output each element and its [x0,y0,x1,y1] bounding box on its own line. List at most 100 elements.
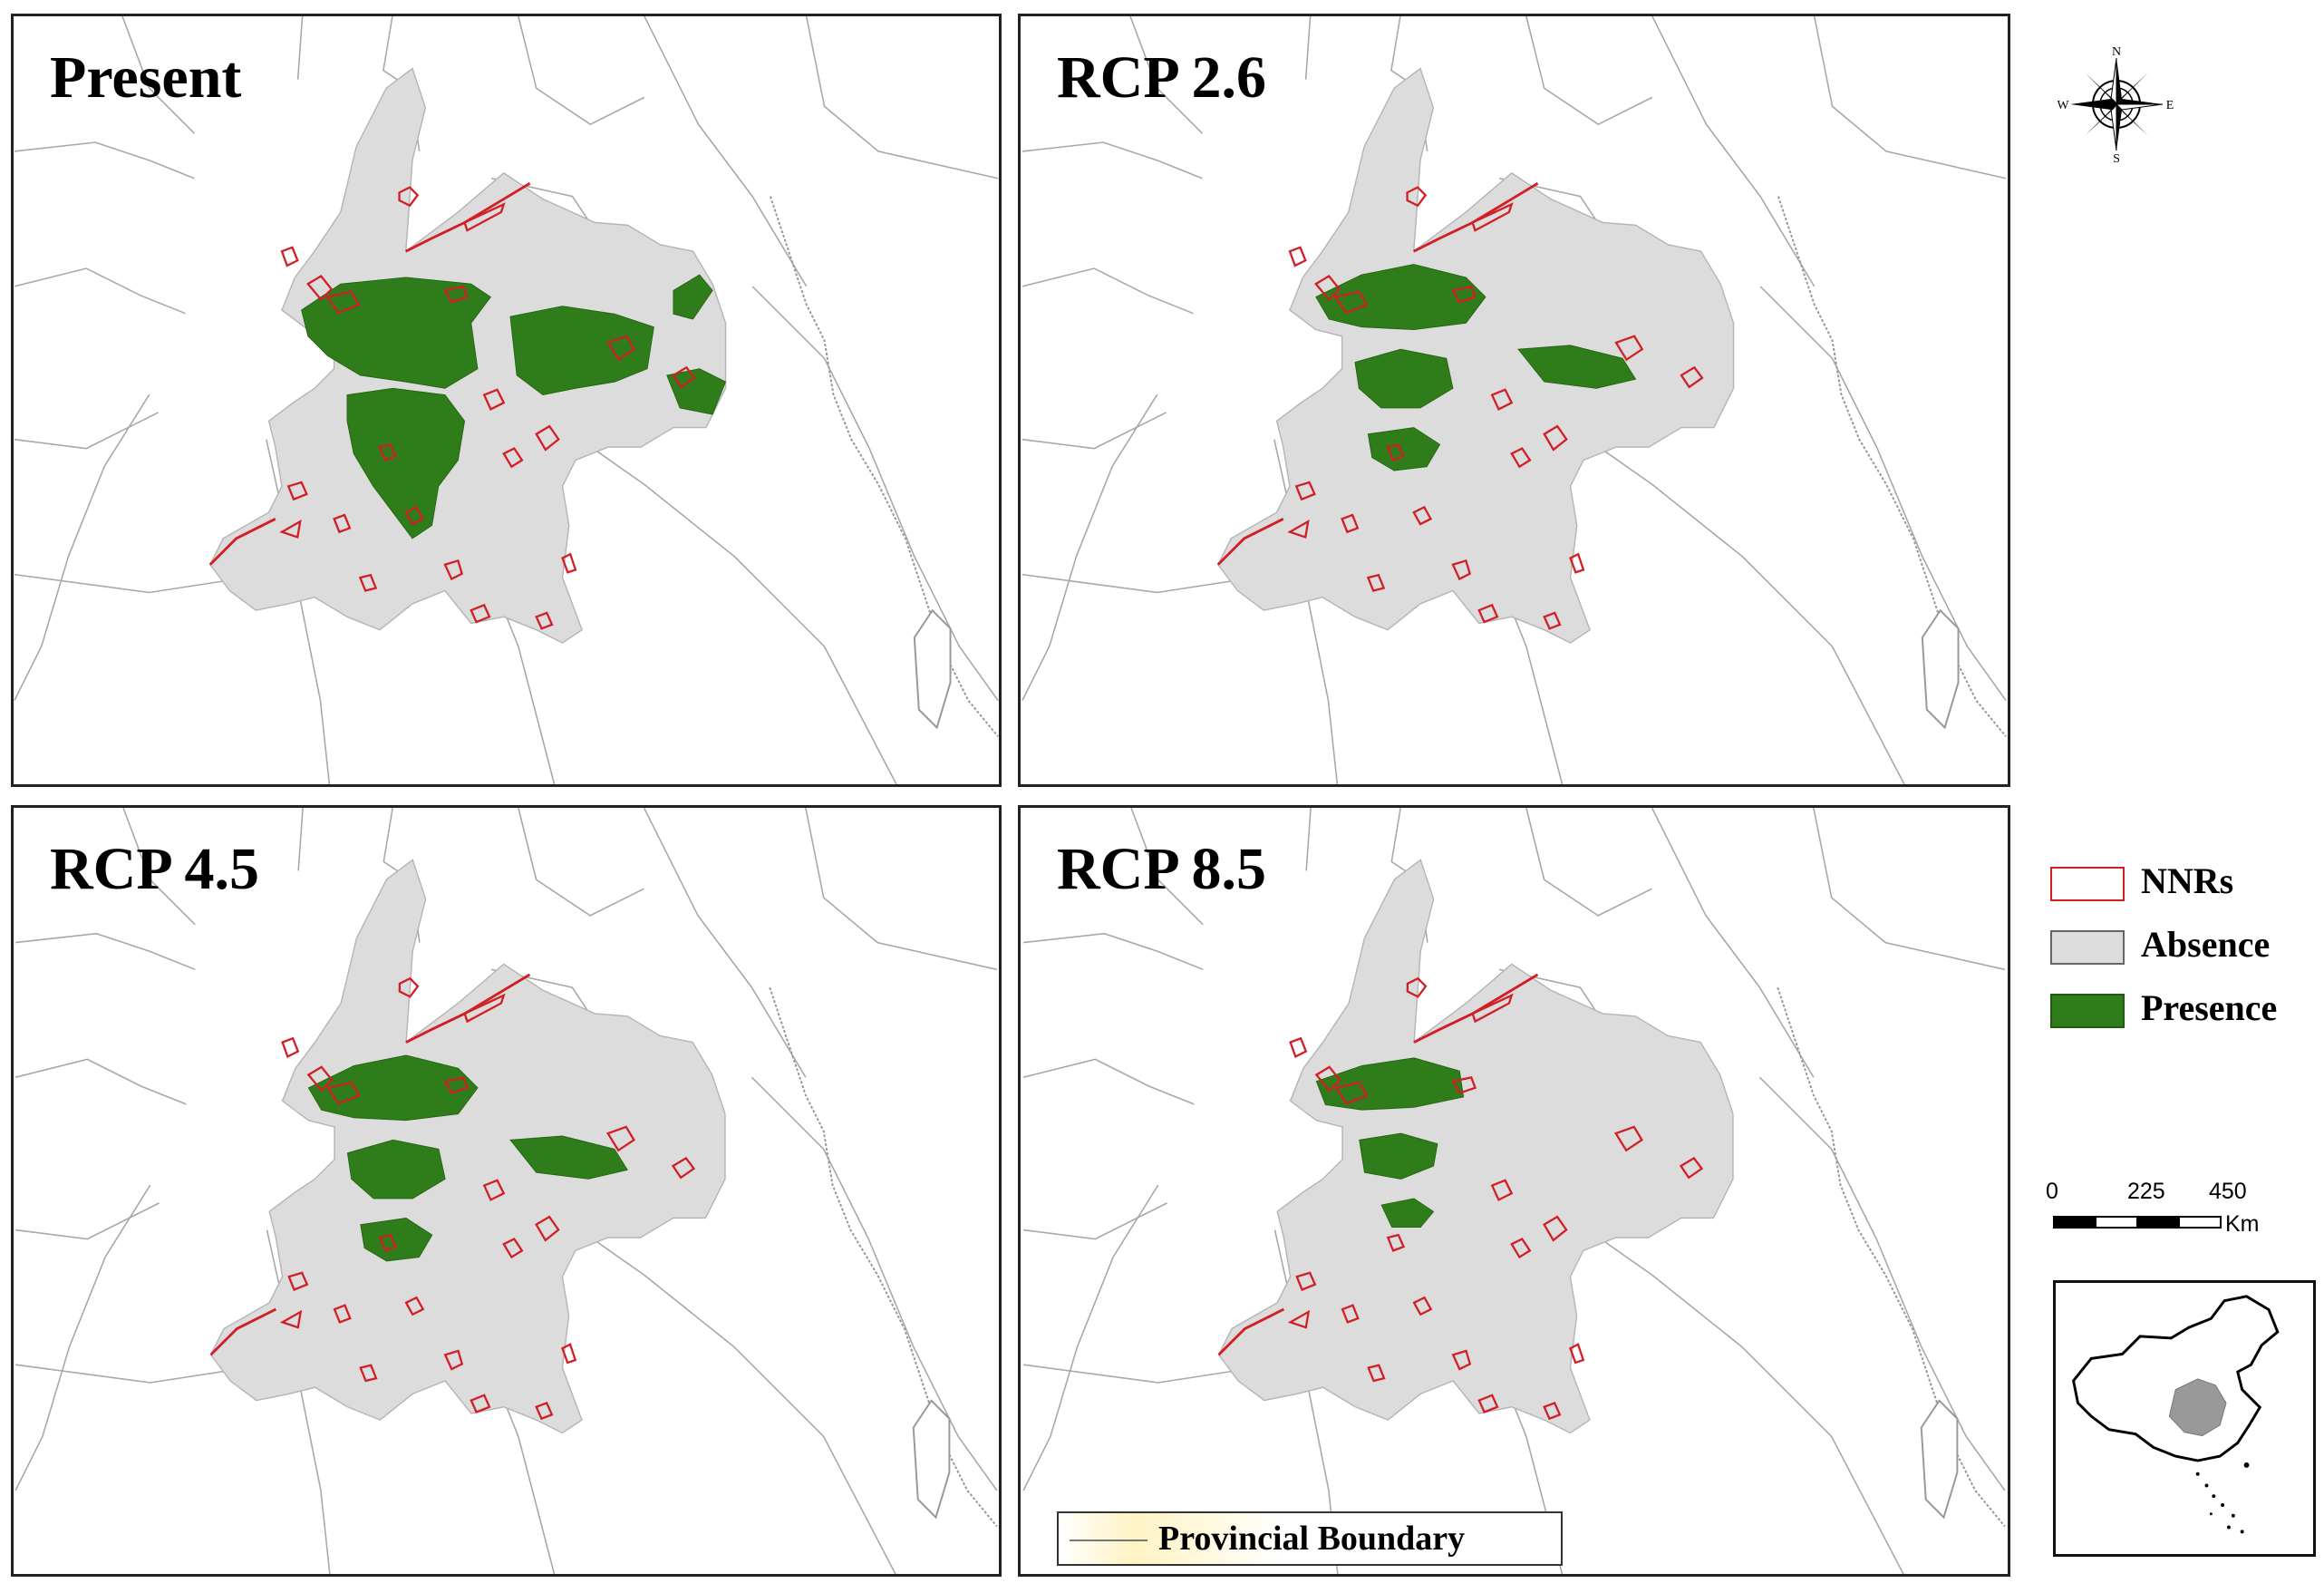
nnr-outline [1471,993,1514,1024]
map-panel-rcp26: RCP 2.6 [1018,14,2010,787]
map-panel-present: Present [11,14,1002,787]
absence-swatch [2050,930,2125,965]
nnr-outline [1341,513,1360,534]
nnr-outline [1386,1233,1406,1252]
nnr-outline [672,365,696,389]
nnr-outline [1614,335,1644,362]
nnr-outline [378,1233,398,1252]
panel-title: RCP 2.6 [1057,44,1266,111]
nnr-outline [671,1156,696,1180]
absence-region [1216,67,1735,644]
nnr-outline [333,513,352,534]
compass-w: W [2058,99,2069,112]
nnr-outline [535,1215,560,1242]
province-boundary [1022,267,1194,315]
nnr-outline [561,552,577,574]
presence-area [346,387,466,539]
scale-bar-graphic [2053,1216,2222,1229]
nnr-outline [1333,1081,1370,1105]
nnr-outline [1289,1036,1308,1058]
province-boundary [296,16,304,80]
presence-area [509,306,654,396]
nnr-outline [1490,1179,1514,1201]
province-boundary [750,1076,998,1491]
province-boundary [15,1202,160,1240]
study-area [208,67,727,644]
province-boundary [1758,1076,2006,1491]
province-boundary [15,932,196,971]
boundary-line-swatch [1070,1540,1147,1541]
nnr-outline [404,1296,425,1316]
province-boundary [14,393,150,702]
province-boundary [1562,1211,1904,1574]
nnr-outline [1406,976,1428,998]
nnr-outline [287,1271,309,1291]
province-boundary [1129,16,1203,134]
map-rcp45 [15,808,998,1574]
nnr-outline [535,1401,554,1421]
province-boundary [1022,141,1203,180]
province-boundary [1813,16,2007,180]
legend-item-absence: Absence [2050,923,2322,968]
nnr-outline [281,1036,300,1058]
compass-e: E [2166,99,2174,112]
nnr-outline [1510,1237,1532,1259]
nnr-outline [286,481,308,501]
nnr-outline [279,519,302,539]
nnr-outline [1477,1394,1499,1413]
presence-swatch [2050,994,2125,1028]
nnr-outline [502,447,524,469]
province-boundary [1525,16,1653,126]
nnr-river-outline [208,518,276,566]
compass-s: S [2113,152,2120,163]
province-boundary [1023,1202,1167,1240]
compass-n: N [2112,45,2121,59]
provincial-boundary-label: Provincial Boundary [1158,1520,1466,1558]
presence-area [307,1054,479,1122]
legend-item-nnrs: NNRs [2050,860,2322,905]
nnr-outline [502,1237,524,1259]
island-outline [1920,1399,1959,1520]
china-inset-map [2053,1280,2316,1557]
nnr-river-outline [405,973,531,1044]
nnr-outline [1287,1309,1311,1329]
nnr-outline [1367,1364,1386,1383]
presence-area [666,368,727,415]
presence-area [1315,1057,1465,1111]
nnr-outline [470,1394,491,1413]
absence-region [209,859,726,1434]
province-boundary [805,808,998,971]
nnr-outline [1477,603,1499,624]
nnr-swatch [2050,867,2125,901]
nnr-outline [1543,1215,1568,1242]
absence-region [1217,859,1734,1434]
nnr-outline [1314,1065,1341,1093]
map-rcp85 [1022,808,2006,1574]
nnr-outline [1294,481,1316,501]
coastline [1777,196,2007,738]
province-boundary [1022,1058,1195,1105]
province-boundary [1562,421,1905,784]
inset-map-graphic [2072,1295,2280,1534]
province-boundary [297,808,304,871]
province-boundary [554,421,897,784]
nnr-outline [1288,246,1307,267]
presence-area [509,1135,628,1180]
province-boundary [1022,1184,1159,1491]
scale-tick-225: 225 [2127,1179,2165,1204]
province-boundary [518,808,644,917]
nnr-outline [1406,186,1428,208]
nnr-outline [359,1364,378,1383]
nnr-outline [398,976,420,998]
province-boundary [15,1058,187,1105]
nnr-outline [482,1179,506,1201]
nnr-outline [470,603,491,624]
province-boundary [1305,808,1312,871]
province-boundary [1130,808,1204,926]
scale-bar: 0 225 450 Km [2046,1179,2260,1242]
province-boundary [1759,286,2007,702]
nnr-river-outline [1413,182,1539,253]
nnr-outline [1451,1349,1472,1371]
map-present [14,16,999,784]
map-panel-rcp85: RCP 8.5 Provincial Boundary [1018,805,2010,1577]
